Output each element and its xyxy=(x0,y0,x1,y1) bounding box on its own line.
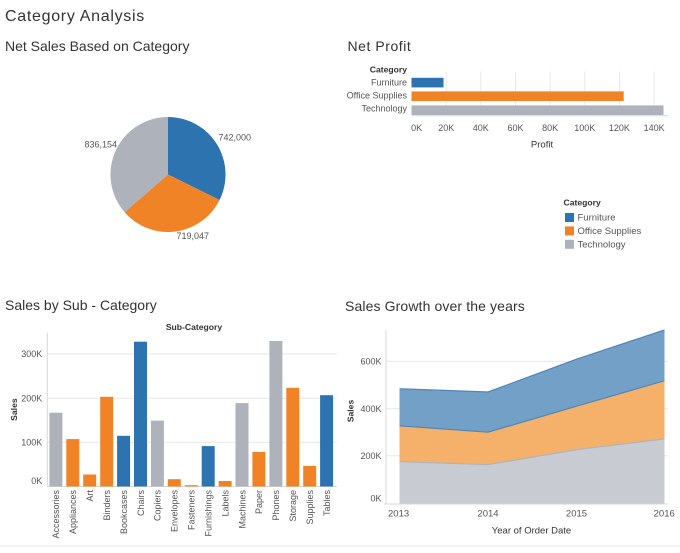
svg-text:400K: 400K xyxy=(360,404,381,414)
svg-text:200K: 200K xyxy=(21,394,42,404)
svg-text:Office Supplies: Office Supplies xyxy=(347,91,408,101)
svg-text:0K: 0K xyxy=(31,476,42,486)
svg-text:600K: 600K xyxy=(360,357,381,367)
svg-text:Profit: Profit xyxy=(531,139,554,150)
svg-text:Binders: Binders xyxy=(102,490,112,521)
svg-text:120K: 120K xyxy=(609,123,630,133)
svg-text:100K: 100K xyxy=(574,123,595,133)
svg-text:Chairs: Chairs xyxy=(136,490,146,517)
svg-text:40K: 40K xyxy=(473,123,489,133)
svg-text:Supplies: Supplies xyxy=(305,490,315,525)
svg-text:Appliances: Appliances xyxy=(68,490,78,535)
svg-text:Sales: Sales xyxy=(346,400,356,423)
svg-text:719,047: 719,047 xyxy=(177,231,210,241)
svg-text:0K: 0K xyxy=(411,123,422,133)
svg-text:Furnishings: Furnishings xyxy=(204,490,214,537)
svg-text:Sub-Category: Sub-Category xyxy=(166,322,223,332)
svg-text:Envelopes: Envelopes xyxy=(170,490,180,533)
svg-text:60K: 60K xyxy=(507,123,523,133)
svg-text:Tables: Tables xyxy=(322,490,332,517)
svg-text:742,000: 742,000 xyxy=(219,133,252,143)
svg-text:200K: 200K xyxy=(360,451,381,461)
svg-text:Art: Art xyxy=(85,490,95,502)
svg-text:836,154: 836,154 xyxy=(85,139,118,149)
svg-text:Storage: Storage xyxy=(288,490,298,522)
svg-text:2014: 2014 xyxy=(477,509,498,520)
svg-text:Machines: Machines xyxy=(237,490,247,529)
svg-text:Category: Category xyxy=(564,198,601,208)
svg-text:Sales Growth over the years: Sales Growth over the years xyxy=(345,298,525,314)
svg-text:Sales by Sub - Category: Sales by Sub - Category xyxy=(5,297,157,313)
svg-text:20K: 20K xyxy=(438,123,454,133)
svg-text:80K: 80K xyxy=(542,123,558,133)
svg-text:Furniture: Furniture xyxy=(578,213,616,224)
svg-text:2015: 2015 xyxy=(566,509,587,520)
svg-text:2016: 2016 xyxy=(654,509,675,520)
svg-text:Category Analysis: Category Analysis xyxy=(5,8,145,25)
svg-text:Net Sales Based on Category: Net Sales Based on Category xyxy=(5,38,189,54)
svg-text:300K: 300K xyxy=(21,349,42,359)
svg-text:2013: 2013 xyxy=(388,509,409,520)
svg-text:Furniture: Furniture xyxy=(371,78,407,88)
svg-text:Bookcases: Bookcases xyxy=(119,490,129,535)
svg-text:0K: 0K xyxy=(370,494,381,504)
svg-text:Copiers: Copiers xyxy=(153,490,163,522)
svg-text:100K: 100K xyxy=(21,438,42,448)
svg-text:Fasteners: Fasteners xyxy=(187,490,197,531)
svg-text:Office Supplies: Office Supplies xyxy=(578,226,642,237)
svg-text:Phones: Phones xyxy=(271,490,281,521)
svg-text:Technology: Technology xyxy=(578,240,626,251)
svg-text:Paper: Paper xyxy=(254,490,264,514)
svg-text:Labels: Labels xyxy=(220,490,230,517)
svg-text:Sales: Sales xyxy=(9,398,19,421)
svg-text:140K: 140K xyxy=(644,123,665,133)
svg-text:Net Profit: Net Profit xyxy=(348,38,412,54)
svg-text:Accessories: Accessories xyxy=(51,490,61,539)
svg-text:Year of Order Date: Year of Order Date xyxy=(492,526,571,537)
svg-text:Technology: Technology xyxy=(361,104,407,114)
svg-text:Category: Category xyxy=(370,64,407,74)
